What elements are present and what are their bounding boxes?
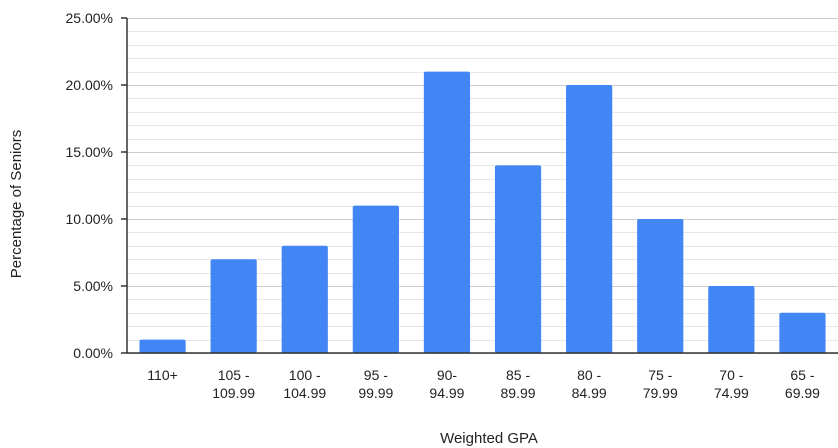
x-tick-label-line: 69.99 bbox=[785, 385, 820, 401]
x-tick-label-line: 75 - bbox=[648, 367, 672, 383]
bar bbox=[494, 165, 542, 353]
x-tick-label-line: 109.99 bbox=[212, 385, 255, 401]
x-tick-label: 110+ bbox=[147, 367, 178, 383]
y-tick-label: 0.00% bbox=[73, 345, 113, 361]
bar bbox=[779, 312, 826, 353]
x-tick-label: 105 - 109.99 bbox=[212, 367, 255, 401]
y-tick-labels: 0.00% 5.00% 10.00% 15.00% 20.00% 25.00% bbox=[66, 10, 113, 361]
y-tick-label: 5.00% bbox=[73, 278, 113, 294]
x-axis-title: Weighted GPA bbox=[440, 430, 538, 447]
bar bbox=[637, 219, 684, 353]
x-tick-label-line: 89.99 bbox=[501, 385, 536, 401]
x-tick-label-line: 79.99 bbox=[643, 385, 678, 401]
x-tick-label-line: 74.99 bbox=[714, 385, 749, 401]
y-tick-label: 25.00% bbox=[66, 10, 113, 26]
x-tick-label: 75 - 79.99 bbox=[643, 367, 678, 401]
bar bbox=[566, 85, 613, 353]
x-tick-label: 70 - 74.99 bbox=[714, 367, 749, 401]
x-tick-label-line: 104.99 bbox=[283, 385, 326, 401]
x-tick-label: 90- 94.99 bbox=[429, 367, 464, 401]
x-tick-label-line: 85 - bbox=[506, 367, 530, 383]
bar bbox=[281, 245, 328, 353]
bar bbox=[210, 259, 257, 353]
x-tick-label-line: 95 - bbox=[364, 367, 388, 383]
y-tick-label: 15.00% bbox=[66, 144, 113, 160]
y-tick-label: 20.00% bbox=[66, 77, 113, 93]
x-tick-label-line: 94.99 bbox=[429, 385, 464, 401]
x-tick-label: 100 - 104.99 bbox=[283, 367, 326, 401]
x-tick-label-line: 70 - bbox=[719, 367, 743, 383]
x-tick-label: 65 - 69.99 bbox=[785, 367, 820, 401]
bar bbox=[708, 286, 755, 353]
x-tick-label-line: 65 - bbox=[790, 367, 814, 383]
x-tick-label-line: 90- bbox=[437, 367, 458, 383]
y-tick-label: 10.00% bbox=[66, 211, 113, 227]
bar bbox=[139, 339, 186, 353]
x-tick-label-line: 80 - bbox=[577, 367, 601, 383]
bars bbox=[139, 71, 826, 353]
x-tick-label: 95 - 99.99 bbox=[358, 367, 393, 401]
x-tick-label-line: 99.99 bbox=[358, 385, 393, 401]
x-tick-label: 80 - 84.99 bbox=[572, 367, 607, 401]
x-tick-label-line: 110+ bbox=[147, 367, 178, 383]
x-tick-label: 85 - 89.99 bbox=[501, 367, 536, 401]
y-axis-title: Percentage of Seniors bbox=[8, 130, 25, 278]
x-tick-labels: 110+ 105 - 109.99 100 - 104.99 95 - 99.99 90- 94… bbox=[147, 367, 820, 401]
x-tick-label-line: 100 - bbox=[289, 367, 321, 383]
x-tick-label-line: 105 - bbox=[218, 367, 250, 383]
axes bbox=[121, 17, 838, 354]
bar bbox=[423, 71, 471, 353]
bar bbox=[352, 205, 399, 353]
x-tick-label-line: 84.99 bbox=[572, 385, 607, 401]
